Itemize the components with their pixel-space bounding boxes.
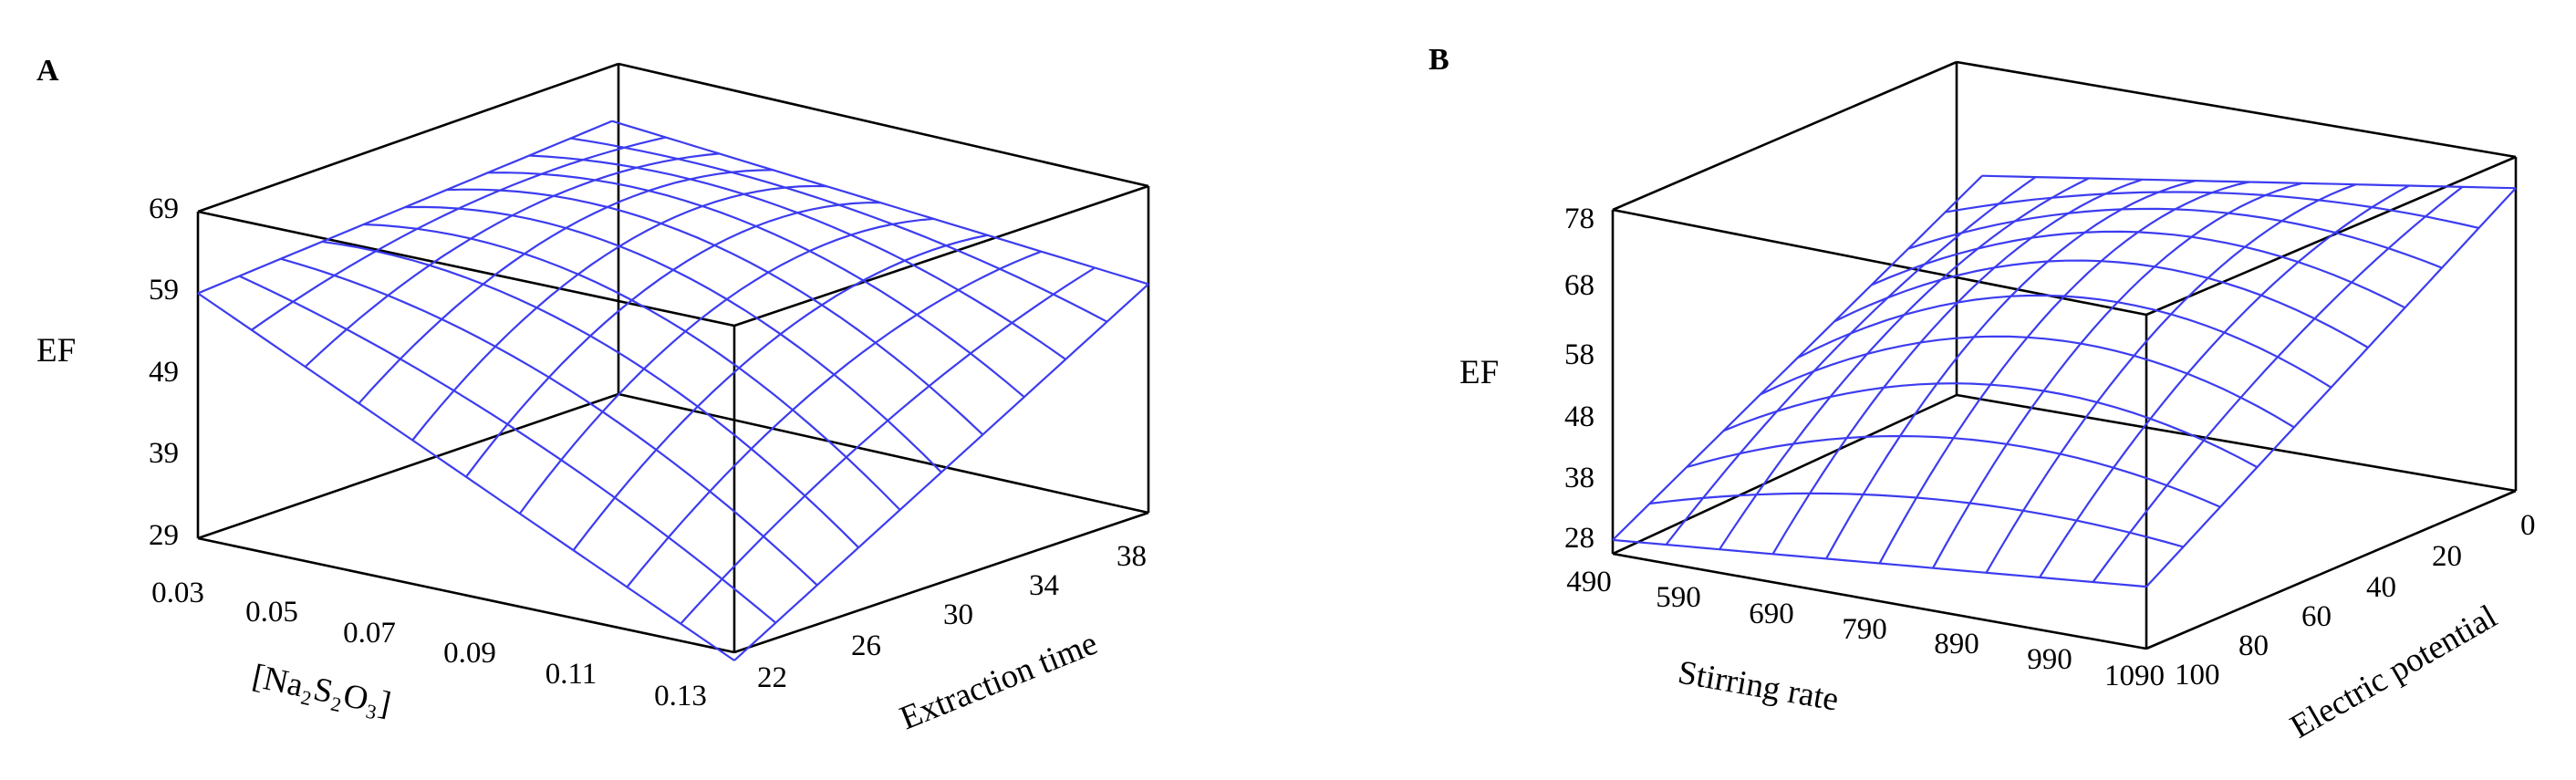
chart-b-y-tick: 60 <box>2301 600 2332 633</box>
chart-b: B 28 38 48 58 68 78 EF 490 5 <box>1428 43 2536 746</box>
chart-a-panel-label: A <box>36 54 59 88</box>
surface-gridline <box>358 169 774 404</box>
surface-gridline <box>2092 186 2464 583</box>
surface-gridline <box>1985 183 2356 574</box>
surface-gridline <box>1833 259 2369 348</box>
surface-gridline <box>518 217 934 515</box>
surface-gridline <box>487 172 1025 399</box>
chart-b-z-tick: 78 <box>1564 203 1594 235</box>
chart-a-y-tick: 22 <box>757 661 787 694</box>
surface-gridline <box>1797 294 2332 389</box>
chart-b-z-tick: 48 <box>1564 400 1594 433</box>
chart-a: A 29 39 49 59 69 EF 0.03 <box>36 54 1150 737</box>
surface-gridline <box>1825 180 2197 559</box>
chart-b-x-tick: 690 <box>1749 598 1794 630</box>
chart-a-z-tick: 39 <box>149 437 179 470</box>
chart-b-x-tick: 890 <box>1934 628 1979 660</box>
chart-b-y-tick: 100 <box>2175 659 2220 692</box>
chart-b-z-axis: 28 38 48 58 68 78 EF <box>1459 203 1594 555</box>
chart-a-y-tick: 34 <box>1029 569 1059 602</box>
chart-a-y-axis: 22 26 30 34 38 Extraction time <box>757 540 1147 737</box>
chart-b-x-title: Stirring rate <box>1675 653 1841 718</box>
surface-gridline <box>404 205 942 473</box>
chart-a-z-tick: 69 <box>149 192 179 225</box>
chart-a-x-tick: 0.13 <box>654 680 707 712</box>
chart-b-y-tick: 40 <box>2366 571 2396 604</box>
chart-a-box <box>196 62 1150 654</box>
chart-a-z-tick: 49 <box>149 356 179 389</box>
chart-b-panel-label: B <box>1428 43 1449 77</box>
surface-gridline <box>280 257 818 587</box>
chart-b-x-tick: 790 <box>1842 613 1887 646</box>
surface-gridline <box>465 202 881 478</box>
chart-b-z-tick: 68 <box>1564 269 1594 302</box>
chart-b-y-tick: 80 <box>2238 629 2269 662</box>
chart-a-z-title: EF <box>36 332 76 369</box>
surface-gridline <box>1945 191 2479 229</box>
chart-a-x-tick: 0.05 <box>245 596 298 629</box>
chart-b-x-axis: 490 590 690 790 890 990 1090 Stirring ra… <box>1566 566 2165 719</box>
chart-a-y-title: Extraction time <box>895 624 1103 737</box>
surface-gridline <box>626 250 1042 588</box>
surface-gridline <box>1686 434 2221 508</box>
surface-gridline <box>611 120 1149 286</box>
chart-a-x-axis: 0.03 0.05 0.07 0.09 0.11 0.13 [Na₂S₂O₃] <box>151 577 707 723</box>
chart-b-z-title: EF <box>1459 354 1499 391</box>
chart-b-y-tick: 20 <box>2432 540 2462 573</box>
chart-a-z-tick: 29 <box>149 519 179 552</box>
chart-a-y-tick: 30 <box>943 598 973 631</box>
surface-gridline <box>1878 181 2249 565</box>
surface-gridline <box>680 266 1096 625</box>
surface-gridline <box>1981 174 2517 190</box>
surface-gridline <box>529 154 1066 360</box>
chart-b-z-tick: 58 <box>1564 338 1594 371</box>
chart-a-x-tick: 0.09 <box>443 637 496 670</box>
chart-b-x-tick: 590 <box>1656 581 1701 614</box>
chart-b-x-tick: 490 <box>1566 566 1612 598</box>
surface-gridline <box>251 136 667 331</box>
surface-gridline <box>1649 492 2184 548</box>
chart-a-x-tick: 0.03 <box>151 577 204 609</box>
chart-b-y-tick: 0 <box>2520 509 2536 542</box>
surface-gridline <box>363 223 901 511</box>
chart-b-box <box>1611 60 2518 650</box>
surface-gridline <box>238 275 777 624</box>
chart-a-y-tick: 26 <box>851 629 881 662</box>
chart-a-z-axis: 29 39 49 59 69 EF <box>36 192 179 552</box>
surface-gridline <box>446 188 984 436</box>
surface-gridline <box>2145 187 2517 588</box>
surface-gridline <box>570 137 1108 323</box>
chart-b-y-axis: 100 80 60 40 20 0 Electric potential <box>2175 509 2536 746</box>
chart-b-x-tick: 990 <box>2027 643 2072 676</box>
surface-gridline <box>1871 230 2405 309</box>
chart-a-y-tick: 38 <box>1117 540 1147 573</box>
surface-gridline <box>733 283 1149 661</box>
chart-a-x-tick: 0.11 <box>545 658 597 691</box>
surface-gridline <box>1723 382 2259 469</box>
surface-gridline <box>2039 184 2410 578</box>
chart-b-x-tick: 1090 <box>2104 660 2165 692</box>
chart-a-x-tick: 0.07 <box>343 617 396 650</box>
surface-gridline <box>1932 182 2303 569</box>
chart-b-z-tick: 28 <box>1564 522 1594 555</box>
chart-a-surface <box>197 120 1149 661</box>
surface-gridline <box>1907 207 2443 269</box>
chart-b-surface <box>1612 174 2517 588</box>
surface-gridline <box>572 234 988 551</box>
chart-a-z-tick: 59 <box>149 274 179 307</box>
chart-a-x-title: [Na₂S₂O₃] <box>249 658 394 723</box>
surface-gridline <box>322 240 859 548</box>
chart-b-z-tick: 38 <box>1564 462 1594 494</box>
